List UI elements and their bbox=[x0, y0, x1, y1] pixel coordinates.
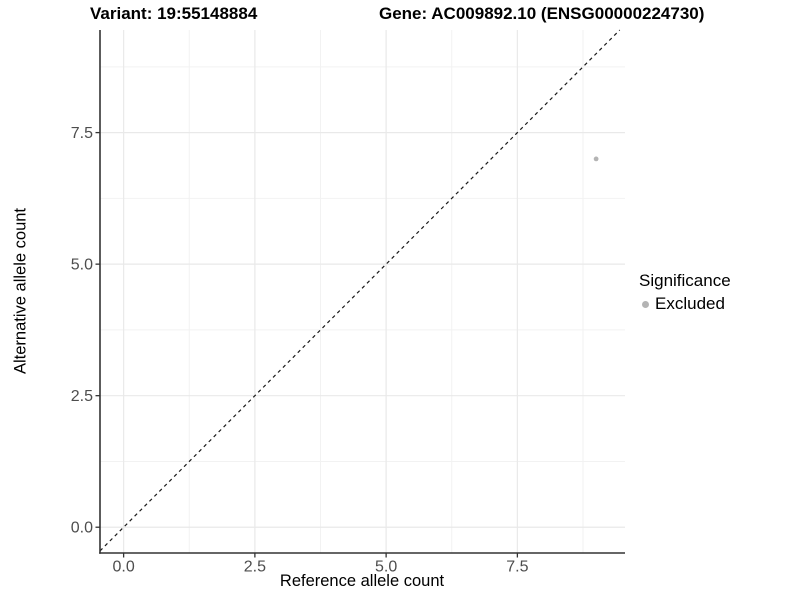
y-axis-title: Alternative allele count bbox=[11, 207, 30, 375]
legend: Significance Excluded bbox=[639, 271, 731, 314]
y-tick-label: 0.0 bbox=[71, 520, 93, 537]
gene-title: Gene: AC009892.10 (ENSG00000224730) bbox=[379, 4, 705, 23]
x-tick-label: 5.0 bbox=[375, 559, 397, 576]
legend-entry-label: Excluded bbox=[655, 294, 725, 313]
legend-entry-excluded: Excluded bbox=[639, 294, 731, 314]
y-tick-label: 7.5 bbox=[71, 125, 93, 142]
variant-title: Variant: 19:55148884 bbox=[90, 4, 258, 23]
x-tick-label: 2.5 bbox=[244, 559, 266, 576]
excluded-point-icon bbox=[642, 300, 649, 308]
legend-title: Significance bbox=[639, 271, 731, 290]
y-tick-label: 2.5 bbox=[71, 388, 93, 405]
data-point bbox=[593, 156, 599, 162]
x-tick-label: 7.5 bbox=[506, 559, 528, 576]
y-tick-label: 5.0 bbox=[71, 257, 93, 274]
x-axis-title: Reference allele count bbox=[279, 572, 445, 590]
identity-dashed-line bbox=[99, 29, 621, 552]
x-tick-label: 0.0 bbox=[113, 559, 135, 576]
